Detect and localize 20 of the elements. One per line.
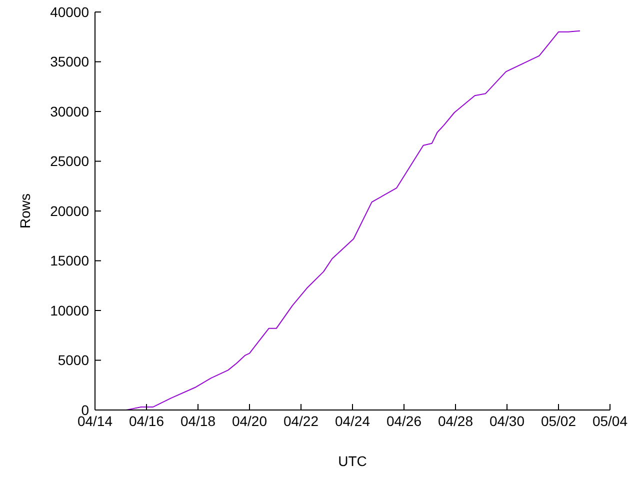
y-tick-label: 5000 — [58, 352, 90, 368]
x-tick-label: 04/20 — [232, 412, 268, 429]
x-tick-label: 04/24 — [334, 412, 370, 429]
x-tick-label: 05/02 — [540, 412, 576, 429]
y-tick-label: 25000 — [50, 153, 90, 170]
x-tick-label: 04/16 — [128, 412, 164, 429]
y-tick-label: 15000 — [50, 252, 90, 269]
x-tick-label: 04/26 — [386, 412, 422, 429]
x-tick-label: 04/18 — [180, 412, 216, 429]
x-tick-label: 05/04 — [592, 412, 628, 429]
x-tick-label: 04/30 — [489, 412, 525, 429]
y-tick-label: 30000 — [50, 103, 90, 120]
y-tick-label: 40000 — [50, 4, 90, 20]
x-tick-label: 04/28 — [438, 412, 474, 429]
x-tick-label: 04/22 — [283, 412, 319, 429]
y-tick-label: 20000 — [50, 202, 90, 219]
y-axis-title: Rows — [16, 193, 33, 229]
y-tick-label: 35000 — [50, 54, 90, 70]
y-tick-label: 10000 — [50, 302, 90, 318]
x-axis-title: UTC — [338, 453, 367, 469]
